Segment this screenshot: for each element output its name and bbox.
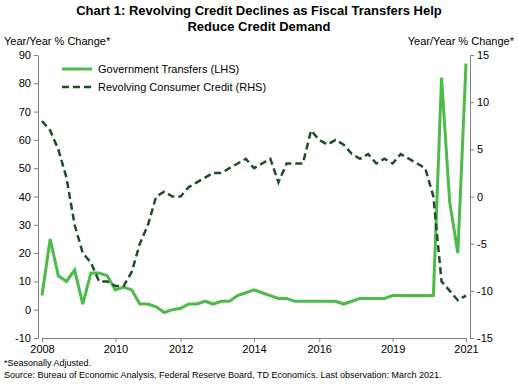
tick-label: 80 (19, 77, 31, 89)
tick-label: 2019 (381, 343, 405, 355)
title: Chart 1: Revolving Credit Declines as Fi… (76, 3, 442, 18)
tick-label: 30 (19, 219, 31, 231)
tick: 5 (470, 143, 483, 155)
tick-label: 2012 (169, 343, 193, 355)
tick: 50 (19, 162, 38, 174)
tick-mark (34, 55, 38, 56)
y2-axis-title: Year/Year % Change* (408, 35, 515, 47)
tick-mark (115, 338, 116, 342)
tick: 2008 (30, 338, 54, 355)
tick-mark (470, 55, 474, 56)
legend-label: Revolving Consumer Credit (RHS) (98, 81, 266, 93)
tick-label: 20 (19, 247, 31, 259)
tick: 10 (19, 275, 38, 287)
tick-mark (393, 338, 394, 342)
tick-label: -10 (15, 332, 31, 344)
legend-label: Government Transfers (LHS) (98, 63, 239, 75)
tick: 70 (19, 106, 38, 118)
plot-area (42, 63, 466, 312)
tick: 20 (19, 247, 38, 259)
title: Reduce Credit Demand (187, 19, 330, 34)
tick-label: 2008 (30, 343, 54, 355)
tick-label: 5 (477, 143, 483, 155)
tick-mark (34, 253, 38, 254)
tick-label: 60 (19, 134, 31, 146)
tick-mark (470, 149, 474, 150)
tick-mark (34, 140, 38, 141)
tick-label: 10 (477, 96, 489, 108)
tick-mark (34, 310, 38, 311)
tick: 10 (470, 96, 489, 108)
tick-label: 2016 (307, 343, 331, 355)
tick-label: 10 (19, 275, 31, 287)
tick: 0 (25, 304, 38, 316)
tick: -5 (470, 238, 487, 250)
tick-mark (34, 168, 38, 169)
tick-label: -10 (477, 285, 493, 297)
tick: 40 (19, 191, 38, 203)
legend-swatch (62, 86, 92, 89)
series-line (42, 121, 466, 300)
footnote: Source: Bureau of Economic Analysis, Fed… (4, 370, 442, 380)
tick-mark (181, 338, 182, 342)
tick-mark (466, 338, 467, 342)
tick: 60 (19, 134, 38, 146)
tick-label: -15 (477, 332, 493, 344)
tick-label: 40 (19, 191, 31, 203)
tick-mark (470, 291, 474, 292)
footnote: *Seasonally Adjusted. (4, 358, 91, 368)
tick: -10 (470, 285, 493, 297)
tick-label: 2010 (104, 343, 128, 355)
y2-axis: -15 -10 -5 0 5 10 15 (470, 49, 493, 344)
tick-label: 0 (477, 191, 483, 203)
tick-mark (34, 225, 38, 226)
chart: Chart 1: Revolving Credit Declines as Fi… (0, 0, 518, 386)
tick-mark (34, 197, 38, 198)
tick: 2010 (104, 338, 128, 355)
tick-mark (254, 338, 255, 342)
tick-label: 50 (19, 162, 31, 174)
tick-mark (470, 338, 474, 339)
tick-mark (470, 244, 474, 245)
tick: 0 (470, 191, 483, 203)
tick: 2014 (242, 338, 266, 355)
legend: Government Transfers (LHS) Revolving Cons… (62, 63, 266, 93)
x-axis: 2008 2010 2012 2014 2016 2019 2021 (30, 338, 478, 355)
series-line (42, 63, 466, 312)
tick: 2012 (169, 338, 193, 355)
tick-label: 70 (19, 106, 31, 118)
tick: 2016 (307, 338, 331, 355)
tick-mark (34, 83, 38, 84)
legend-swatch (62, 68, 92, 71)
tick-label: -5 (477, 238, 487, 250)
tick-mark (470, 102, 474, 103)
y-axis-title: Year/Year % Change* (4, 35, 111, 47)
tick-label: 2014 (242, 343, 266, 355)
tick-mark (34, 112, 38, 113)
tick-mark (319, 338, 320, 342)
tick: 2019 (381, 338, 405, 355)
tick-label: 2021 (454, 343, 478, 355)
tick-label: 15 (477, 49, 489, 61)
tick: 2021 (454, 338, 478, 355)
tick-mark (470, 197, 474, 198)
axis-line (38, 56, 39, 339)
tick: 80 (19, 77, 38, 89)
tick-mark (42, 338, 43, 342)
tick-mark (34, 281, 38, 282)
tick: 30 (19, 219, 38, 231)
tick: 90 (19, 49, 38, 61)
tick-label: 90 (19, 49, 31, 61)
tick-mark (34, 338, 38, 339)
tick-label: 0 (25, 304, 31, 316)
y-axis: -10 0 10 20 30 40 50 60 70 80 90 (15, 49, 38, 344)
tick: 15 (470, 49, 489, 61)
